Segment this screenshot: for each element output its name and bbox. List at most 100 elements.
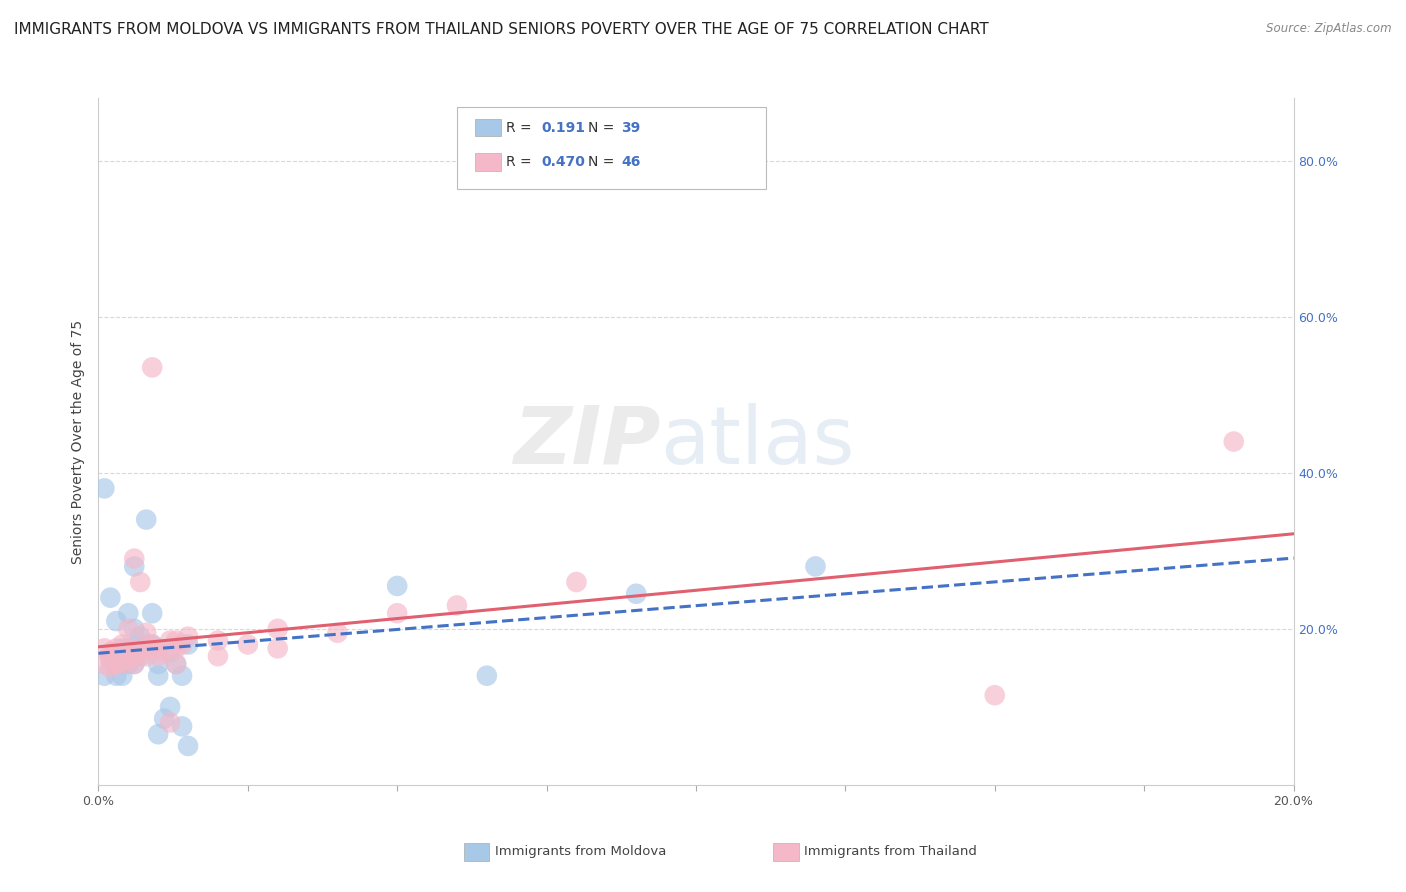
Point: [326, 625, 349, 640]
Point: [124, 622, 146, 636]
Point: [117, 657, 139, 671]
Point: [129, 574, 152, 589]
Point: [207, 633, 229, 648]
Point: [267, 641, 290, 656]
Point: [207, 649, 229, 664]
Point: [159, 715, 181, 730]
Point: [172, 637, 194, 651]
Text: 46: 46: [621, 155, 641, 169]
Text: R =: R =: [506, 155, 536, 169]
Point: [148, 669, 170, 683]
Point: [165, 657, 187, 671]
Point: [135, 625, 157, 640]
Point: [804, 559, 827, 574]
Point: [93, 657, 115, 671]
Point: [105, 669, 128, 683]
Point: [111, 657, 134, 671]
Text: 39: 39: [621, 120, 641, 135]
Point: [98, 649, 122, 664]
Point: [135, 637, 157, 651]
Point: [124, 657, 146, 671]
Point: [165, 641, 187, 656]
Point: [141, 607, 163, 621]
Point: [93, 641, 115, 656]
Y-axis label: Seniors Poverty Over the Age of 75: Seniors Poverty Over the Age of 75: [72, 319, 86, 564]
Point: [165, 657, 187, 671]
Point: [236, 637, 259, 651]
Point: [267, 622, 290, 636]
Point: [626, 587, 648, 601]
Point: [93, 669, 115, 683]
Point: [117, 607, 139, 621]
Point: [117, 641, 139, 656]
Point: [111, 649, 134, 664]
Text: Source: ZipAtlas.com: Source: ZipAtlas.com: [1267, 22, 1392, 36]
Point: [129, 649, 152, 664]
Point: [159, 699, 181, 714]
Point: [153, 712, 176, 726]
Point: [172, 669, 194, 683]
Point: [1223, 434, 1246, 449]
Point: [129, 630, 152, 644]
Point: [446, 599, 468, 613]
Point: [177, 630, 200, 644]
Point: [98, 653, 122, 667]
Point: [141, 637, 163, 651]
Point: [105, 657, 128, 671]
Text: N =: N =: [588, 155, 619, 169]
Point: [129, 641, 152, 656]
Text: ZIP: ZIP: [513, 402, 661, 481]
Point: [984, 688, 1007, 702]
Point: [117, 622, 139, 636]
Point: [93, 482, 115, 496]
Text: 0.470: 0.470: [541, 155, 585, 169]
Point: [105, 614, 128, 628]
Point: [124, 551, 146, 566]
Point: [111, 669, 134, 683]
Text: Immigrants from Moldova: Immigrants from Moldova: [495, 846, 666, 858]
Point: [148, 641, 170, 656]
Point: [124, 657, 146, 671]
Point: [124, 649, 146, 664]
Point: [148, 649, 170, 664]
Point: [111, 657, 134, 671]
Text: atlas: atlas: [661, 402, 855, 481]
Point: [117, 641, 139, 656]
Point: [98, 661, 122, 675]
Point: [105, 641, 128, 656]
Point: [141, 360, 163, 375]
Point: [141, 637, 163, 651]
Point: [129, 641, 152, 656]
Point: [98, 645, 122, 659]
Point: [135, 641, 157, 656]
Point: [385, 607, 409, 621]
Point: [105, 657, 128, 671]
Point: [124, 645, 146, 659]
Text: R =: R =: [506, 120, 536, 135]
Point: [129, 645, 152, 659]
Point: [148, 657, 170, 671]
Point: [111, 641, 134, 656]
Point: [135, 649, 157, 664]
Point: [475, 669, 498, 683]
Point: [148, 727, 170, 741]
Point: [165, 633, 187, 648]
Point: [117, 653, 139, 667]
Text: IMMIGRANTS FROM MOLDOVA VS IMMIGRANTS FROM THAILAND SENIORS POVERTY OVER THE AGE: IMMIGRANTS FROM MOLDOVA VS IMMIGRANTS FR…: [14, 22, 988, 37]
Point: [177, 739, 200, 753]
Point: [177, 637, 200, 651]
Point: [385, 579, 409, 593]
Text: N =: N =: [588, 120, 619, 135]
Point: [172, 719, 194, 733]
Text: 0.191: 0.191: [541, 120, 585, 135]
Point: [159, 633, 181, 648]
Point: [565, 574, 588, 589]
Point: [105, 657, 128, 671]
Point: [153, 645, 176, 659]
Point: [111, 637, 134, 651]
Text: Immigrants from Thailand: Immigrants from Thailand: [804, 846, 977, 858]
Point: [135, 512, 157, 526]
Point: [159, 645, 181, 659]
Point: [98, 591, 122, 605]
Point: [124, 559, 146, 574]
